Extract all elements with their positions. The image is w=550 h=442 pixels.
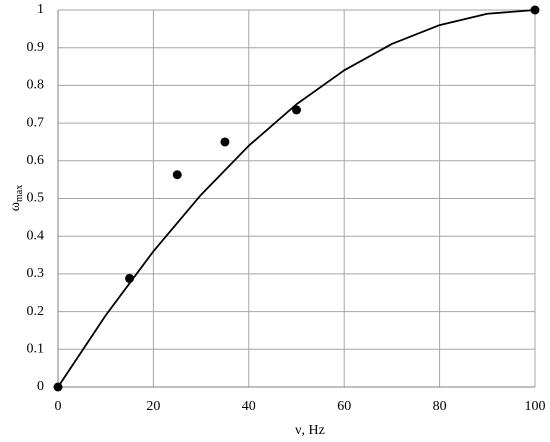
- data-point: [292, 105, 301, 115]
- y-axis-label-main: ω: [8, 202, 23, 211]
- y-tick-label: 0.5: [27, 191, 45, 206]
- data-point: [125, 273, 135, 283]
- x-tick-label: 60: [337, 399, 351, 414]
- x-tick-label: 100: [525, 399, 546, 414]
- y-tick-label: 0.1: [27, 342, 45, 357]
- x-tick-label: 80: [433, 399, 447, 414]
- y-tick-label: 0.4: [27, 228, 45, 243]
- y-tick-label: 0.3: [27, 266, 45, 281]
- data-point: [220, 137, 230, 147]
- y-tick-label: 0: [37, 379, 44, 394]
- x-axis-label: ν, Hz: [295, 423, 325, 438]
- curve: [57, 9, 536, 388]
- data-point: [53, 382, 63, 392]
- y-tick-label: 0.6: [27, 153, 45, 168]
- y-axis-label: ωmax: [8, 185, 25, 211]
- y-axis-label-sub: max: [14, 185, 25, 202]
- y-tick-label: 0.2: [27, 304, 45, 319]
- y-tick-label: 0.7: [27, 115, 45, 130]
- x-tick-label: 40: [242, 399, 256, 414]
- data-point: [530, 5, 540, 15]
- y-tick-label: 1: [37, 2, 44, 17]
- x-tick-label: 0: [55, 399, 62, 414]
- y-tick-label: 0.9: [27, 40, 45, 55]
- data-point: [172, 170, 182, 180]
- x-tick-label: 20: [146, 399, 160, 414]
- y-tick-label: 0.8: [27, 78, 45, 93]
